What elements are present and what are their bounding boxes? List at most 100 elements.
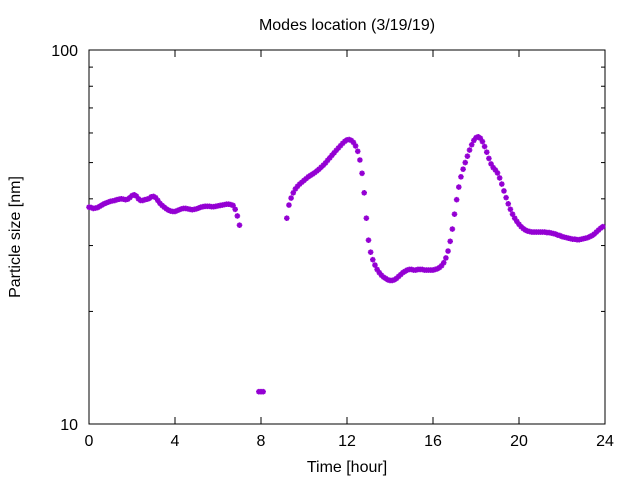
data-point [367,249,374,255]
data-point [436,264,443,271]
data-point [458,174,464,180]
data-point [329,152,335,159]
data-point [318,164,324,170]
data-point [460,166,466,173]
data-point [327,154,333,161]
data-point [127,194,133,201]
data-point [133,193,140,199]
data-point [593,229,600,235]
data-point [337,142,344,149]
x-axis: 0 4 8 12 16 20 24 [85,50,614,450]
plot-frame [88,49,606,425]
data-point [152,194,159,201]
y-tick-label: 100 [51,43,78,60]
data-point [234,213,241,219]
data-point [505,200,512,207]
data-point [447,238,453,245]
data-point [486,155,492,162]
x-tick-label: 12 [338,433,356,450]
data-point [378,272,385,278]
data-point [518,223,524,230]
data-point [496,175,503,181]
data-point [488,161,494,167]
data-point [176,206,183,213]
data-point [438,262,445,269]
data-point [157,200,163,207]
data-point [501,188,507,194]
data-point [449,226,456,232]
data-point [236,222,243,229]
data-point [591,231,598,237]
data-point [595,227,602,233]
data-point [466,147,473,153]
data-point [509,211,516,217]
data-point [451,211,458,217]
data-point [370,256,376,263]
data-point [294,183,301,190]
data-point [230,202,236,209]
data-point [479,138,486,145]
data-point [144,196,150,203]
data-point [357,157,363,163]
data-point [492,167,499,173]
data-point [352,143,359,149]
data-point [228,201,234,208]
data-point [112,197,118,204]
y-minor-ticks [89,66,605,312]
data-point [359,170,365,177]
data-point [440,259,447,266]
data-point [101,200,107,207]
data-point [139,197,146,204]
data-point [260,388,266,395]
data-point [296,181,303,187]
data-point [354,148,361,155]
data-point [320,162,327,169]
data-point [376,269,383,276]
data-point [445,248,451,254]
data-point [494,170,501,176]
data-point [511,215,518,222]
data-point [456,184,462,190]
data-point [363,215,370,222]
data-point [339,140,346,147]
data-point [499,181,505,187]
data-point [600,223,606,230]
x-tick-label: 4 [171,433,180,450]
y-axis-label: Particle size [nm] [7,176,24,298]
data-point [232,206,238,213]
x-tick-label: 0 [85,433,94,450]
data-point [174,207,180,214]
data-point [284,215,290,222]
data-point [477,135,484,141]
data-point [88,204,94,211]
data-point [195,205,202,211]
data-point [288,195,294,201]
data-point [473,134,479,141]
x-tick-label: 16 [424,433,442,450]
data-point [514,218,520,225]
data-point [516,221,522,228]
data-point [350,139,357,146]
data-point [481,143,488,150]
data-point [333,147,340,154]
data-point [552,231,559,237]
data-point [453,196,460,203]
data-point [372,262,378,268]
data-point [507,206,514,213]
data-point [155,197,161,204]
data-point [346,136,352,143]
data-point [464,153,471,160]
data-point [103,200,109,206]
data-point [324,157,331,164]
data-point [292,186,299,192]
data-point [299,179,305,186]
data-point [172,208,178,215]
data-point [462,159,469,166]
x-axis-label: Time [hour] [307,459,387,476]
data-point [105,199,112,205]
data-point [348,137,355,144]
data-point [322,160,329,166]
x-tick-label: 8 [257,433,266,450]
data-point [193,206,200,212]
